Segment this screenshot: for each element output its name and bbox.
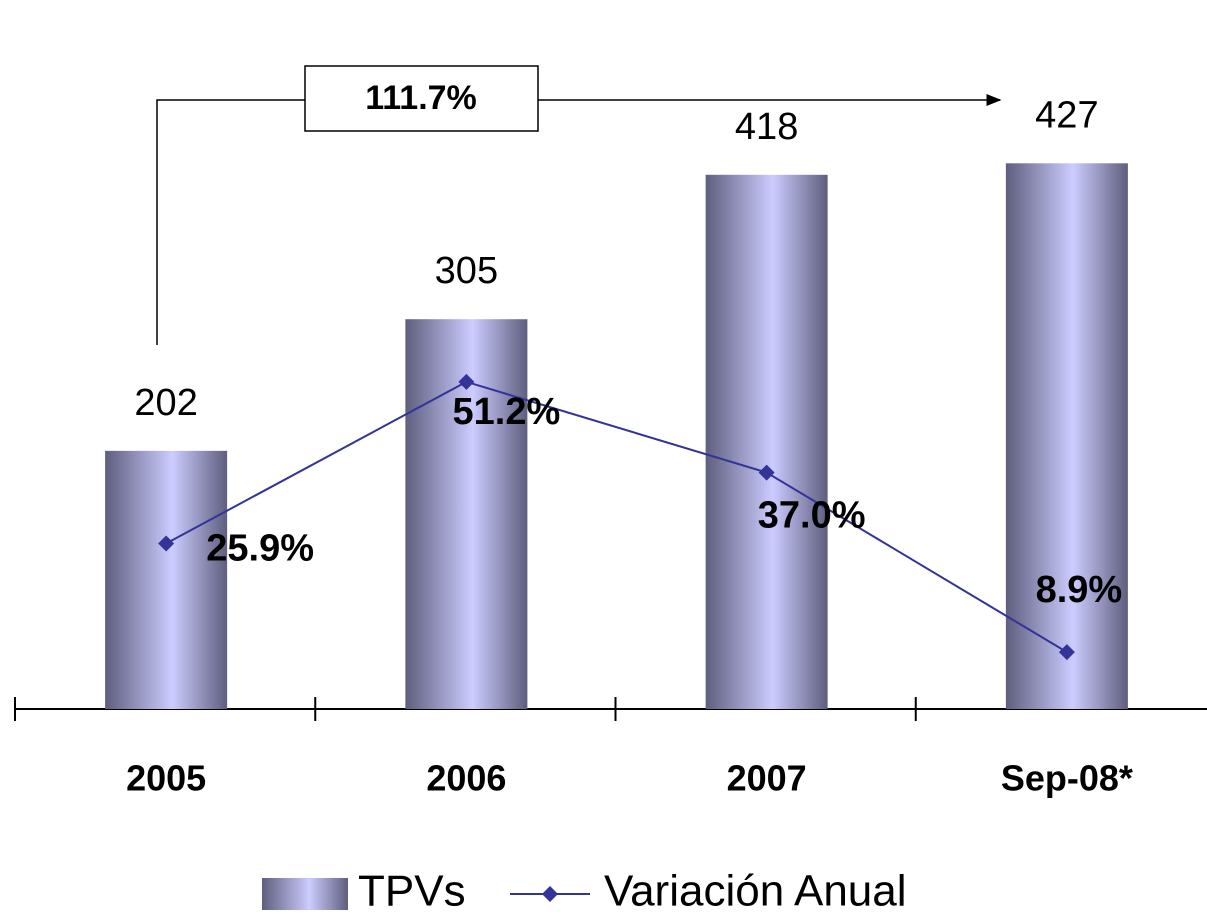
bar [105,450,228,709]
line-value-label: 8.9% [1036,569,1123,611]
line-value-label: 37.0% [758,495,866,537]
bar-value-label: 418 [735,106,798,148]
annotation-box [304,65,539,132]
legend-marker [542,886,558,902]
line-marker [158,535,175,552]
x-tick-label: 2007 [727,758,807,799]
annotation-text: 111.7% [365,79,477,117]
line-series [165,380,1068,653]
legend-label: Variación Anual [604,867,907,916]
bar-value-label: 427 [1035,94,1098,136]
legend-label: TPVs [358,867,466,916]
line-marker [458,373,475,390]
line-marker [758,464,775,481]
legend: TPVs Variación Anual [262,867,907,916]
bar [1005,163,1128,709]
x-tick-label: Sep-08* [1001,758,1133,799]
bar-value-label: 305 [435,250,498,292]
line-marker [1058,644,1075,661]
x-tick-label: 2006 [426,758,506,799]
x-tick-label: 2005 [126,758,206,799]
line-value-label: 25.9% [206,528,314,570]
growth-annotation: 111.7% [156,65,1002,345]
legend-swatch [262,878,348,910]
line-value-label: 51.2% [453,391,561,433]
bar [705,174,828,709]
bracket-line [156,99,305,345]
bar-value-label: 202 [134,382,197,424]
